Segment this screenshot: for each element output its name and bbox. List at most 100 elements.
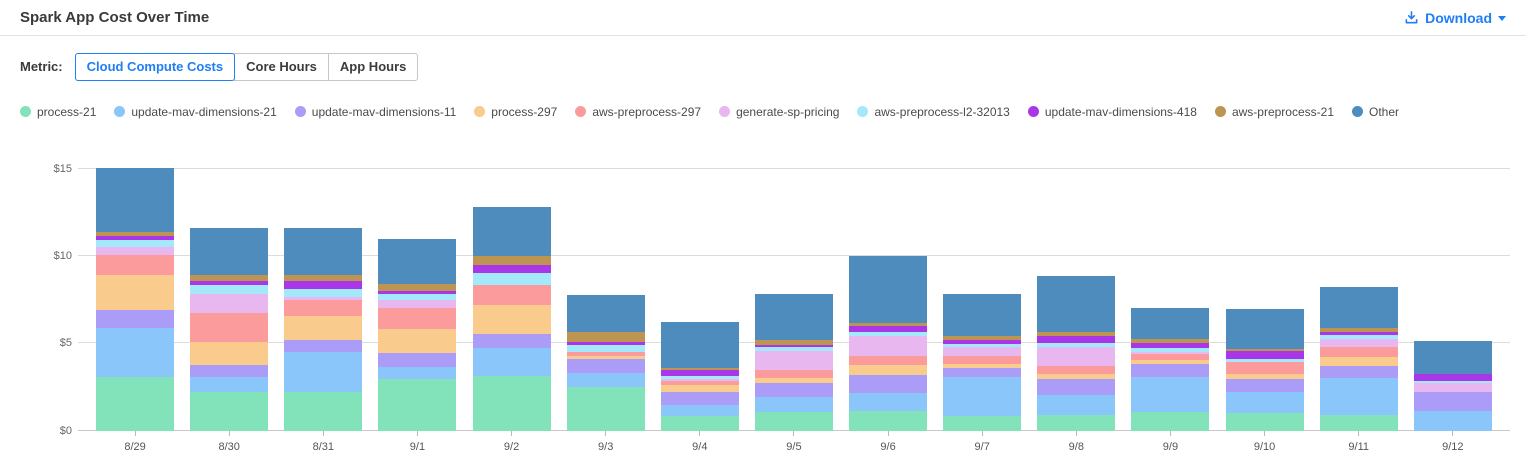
bar-segment-process-297[interactable] — [754, 378, 833, 383]
bar-stack-9-3[interactable] — [566, 295, 645, 431]
bar-segment-process-21[interactable] — [660, 416, 739, 431]
bar-segment-update-mav-dimensions-21[interactable] — [660, 404, 739, 417]
bar-stack-9-5[interactable] — [754, 293, 833, 431]
legend-item-aws-preprocess-l2-32013[interactable]: aws-preprocess-l2-32013 — [857, 105, 1010, 119]
bar-segment-process-297[interactable] — [943, 364, 1022, 369]
bar-segment-other[interactable] — [472, 207, 551, 256]
bar-segment-update-mav-dimensions-21[interactable] — [378, 366, 457, 380]
bar-segment-generate-sp-pricing[interactable] — [284, 297, 363, 300]
bar-segment-aws-preprocess-l2-32013[interactable] — [96, 239, 175, 248]
bar-segment-process-297[interactable] — [1037, 373, 1116, 380]
bar-segment-aws-preprocess-l2-32013[interactable] — [849, 331, 928, 336]
bar-segment-aws-preprocess-21[interactable] — [849, 322, 928, 326]
bar-segment-aws-preprocess-297[interactable] — [1037, 365, 1116, 374]
bar-stack-9-6[interactable] — [849, 255, 928, 431]
bar-stack-9-12[interactable] — [1413, 340, 1492, 431]
bar-segment-aws-preprocess-l2-32013[interactable] — [1413, 381, 1492, 383]
bar-segment-process-297[interactable] — [1131, 360, 1210, 365]
bar-stack-9-4[interactable] — [660, 322, 739, 431]
bar-segment-generate-sp-pricing[interactable] — [190, 293, 269, 313]
bar-segment-process-21[interactable] — [1131, 412, 1210, 431]
bar-segment-update-mav-dimensions-21[interactable] — [1319, 378, 1398, 416]
bar-segment-update-mav-dimensions-21[interactable] — [1131, 377, 1210, 413]
bar-stack-8-30[interactable] — [190, 228, 269, 431]
bar-segment-aws-preprocess-21[interactable] — [472, 255, 551, 265]
bar-segment-generate-sp-pricing[interactable] — [1413, 382, 1492, 393]
bar-segment-process-21[interactable] — [849, 411, 928, 431]
bar-segment-update-mav-dimensions-11[interactable] — [943, 368, 1022, 377]
bar-segment-process-21[interactable] — [1225, 413, 1304, 431]
bar-stack-8-29[interactable] — [96, 167, 175, 431]
bar-segment-aws-preprocess-297[interactable] — [190, 312, 269, 343]
download-button[interactable]: Download — [1404, 10, 1506, 26]
bar-segment-aws-preprocess-l2-32013[interactable] — [190, 284, 269, 294]
bar-segment-update-mav-dimensions-21[interactable] — [1037, 394, 1116, 415]
bar-segment-process-297[interactable] — [1225, 373, 1304, 379]
bar-segment-aws-preprocess-21[interactable] — [190, 274, 269, 281]
bar-segment-other[interactable] — [754, 293, 833, 341]
bar-segment-aws-preprocess-21[interactable] — [284, 275, 363, 282]
bar-segment-aws-preprocess-l2-32013[interactable] — [284, 289, 363, 297]
legend-item-generate-sp-pricing[interactable]: generate-sp-pricing — [719, 105, 839, 119]
bar-segment-update-mav-dimensions-418[interactable] — [849, 325, 928, 332]
bar-segment-update-mav-dimensions-21[interactable] — [190, 377, 269, 393]
bar-segment-generate-sp-pricing[interactable] — [1319, 338, 1398, 348]
bar-segment-other[interactable] — [284, 228, 363, 276]
bar-segment-update-mav-dimensions-21[interactable] — [284, 352, 363, 393]
bar-segment-process-297[interactable] — [96, 275, 175, 311]
bar-segment-generate-sp-pricing[interactable] — [660, 378, 739, 381]
bar-segment-update-mav-dimensions-11[interactable] — [1131, 364, 1210, 378]
bar-segment-process-297[interactable] — [566, 355, 645, 360]
bar-segment-update-mav-dimensions-11[interactable] — [660, 392, 739, 405]
bar-segment-aws-preprocess-297[interactable] — [378, 308, 457, 330]
bar-segment-update-mav-dimensions-21[interactable] — [566, 373, 645, 387]
bar-segment-update-mav-dimensions-11[interactable] — [1413, 392, 1492, 411]
bar-segment-generate-sp-pricing[interactable] — [849, 335, 928, 356]
bar-segment-other[interactable] — [190, 228, 269, 275]
bar-segment-update-mav-dimensions-11[interactable] — [472, 333, 551, 348]
bar-segment-aws-preprocess-297[interactable] — [284, 299, 363, 317]
metric-option-core-hours[interactable]: Core Hours — [234, 53, 329, 81]
bar-segment-process-297[interactable] — [284, 316, 363, 340]
bar-segment-other[interactable] — [943, 293, 1022, 336]
bar-segment-aws-preprocess-21[interactable] — [1037, 332, 1116, 336]
bar-segment-update-mav-dimensions-418[interactable] — [1319, 331, 1398, 335]
bar-segment-generate-sp-pricing[interactable] — [943, 346, 1022, 356]
bar-segment-update-mav-dimensions-11[interactable] — [378, 352, 457, 367]
bar-segment-update-mav-dimensions-418[interactable] — [96, 236, 175, 240]
bar-segment-process-21[interactable] — [472, 375, 551, 431]
bar-segment-update-mav-dimensions-418[interactable] — [1413, 373, 1492, 382]
bar-segment-aws-preprocess-21[interactable] — [378, 283, 457, 291]
legend-item-update-mav-dimensions-21[interactable]: update-mav-dimensions-21 — [114, 105, 277, 119]
bar-segment-aws-preprocess-297[interactable] — [96, 255, 175, 276]
bar-segment-other[interactable] — [1319, 286, 1398, 328]
bar-stack-9-2[interactable] — [472, 207, 551, 431]
bar-segment-process-297[interactable] — [660, 384, 739, 393]
bar-segment-update-mav-dimensions-21[interactable] — [1413, 410, 1492, 431]
bar-segment-process-21[interactable] — [754, 412, 833, 431]
bar-segment-aws-preprocess-21[interactable] — [1131, 339, 1210, 344]
bar-segment-aws-preprocess-21[interactable] — [1319, 327, 1398, 332]
bar-stack-9-8[interactable] — [1037, 276, 1116, 431]
bar-segment-aws-preprocess-297[interactable] — [1225, 362, 1304, 374]
bar-segment-update-mav-dimensions-11[interactable] — [190, 365, 269, 378]
bar-segment-generate-sp-pricing[interactable] — [754, 351, 833, 370]
bar-stack-9-9[interactable] — [1131, 307, 1210, 431]
bar-segment-aws-preprocess-21[interactable] — [943, 335, 1022, 341]
bar-segment-process-21[interactable] — [1319, 415, 1398, 431]
bar-segment-aws-preprocess-297[interactable] — [566, 352, 645, 356]
bar-segment-process-297[interactable] — [1319, 356, 1398, 366]
bar-segment-aws-preprocess-297[interactable] — [472, 284, 551, 305]
bar-segment-other[interactable] — [1037, 276, 1116, 333]
bar-segment-other[interactable] — [1225, 309, 1304, 349]
bar-segment-aws-preprocess-l2-32013[interactable] — [754, 347, 833, 352]
bar-segment-aws-preprocess-21[interactable] — [96, 231, 175, 237]
bar-segment-aws-preprocess-l2-32013[interactable] — [943, 343, 1022, 347]
bar-segment-aws-preprocess-l2-32013[interactable] — [1225, 359, 1304, 363]
bar-segment-aws-preprocess-297[interactable] — [754, 369, 833, 379]
bar-segment-update-mav-dimensions-418[interactable] — [284, 281, 363, 290]
bar-segment-update-mav-dimensions-21[interactable] — [754, 396, 833, 413]
bar-segment-aws-preprocess-l2-32013[interactable] — [378, 294, 457, 301]
bar-segment-update-mav-dimensions-21[interactable] — [472, 347, 551, 376]
metric-option-app-hours[interactable]: App Hours — [327, 53, 419, 81]
